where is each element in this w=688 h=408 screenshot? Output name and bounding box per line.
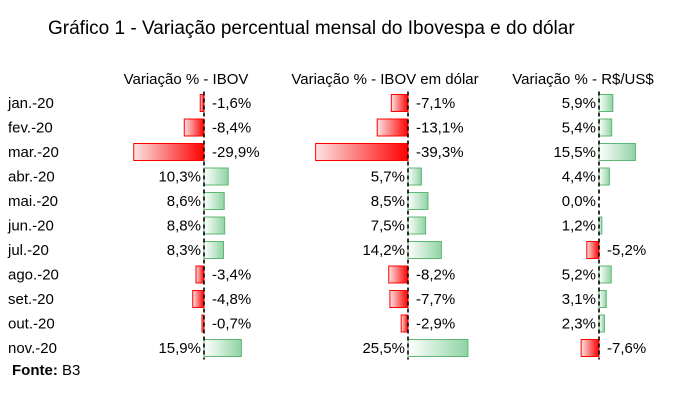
category-label: fev.-20	[8, 120, 53, 137]
data-label: -5,2%	[607, 242, 646, 259]
data-label: -8,4%	[212, 120, 251, 137]
data-label: -39,3%	[416, 144, 464, 161]
category-label: nov.-20	[8, 340, 57, 357]
bar	[407, 192, 429, 210]
data-label: 0,0%	[562, 193, 596, 210]
bar	[203, 216, 226, 235]
bar	[598, 167, 610, 186]
bar	[407, 167, 422, 186]
category-label: ago.-20	[8, 267, 59, 284]
data-label: 5,7%	[371, 169, 405, 186]
source-note: Fonte: B3	[12, 362, 81, 379]
data-label: -7,6%	[607, 340, 646, 357]
data-label: 25,5%	[362, 340, 405, 357]
data-label: 8,6%	[167, 193, 201, 210]
category-label: out.-20	[8, 316, 55, 333]
bar	[195, 265, 205, 284]
category-label: jan.-20	[7, 95, 54, 112]
bar	[388, 265, 409, 284]
bar	[133, 143, 205, 161]
bar	[389, 290, 409, 308]
data-label: 2,3%	[562, 316, 596, 333]
data-label: -2,9%	[416, 316, 455, 333]
data-label: 10,3%	[158, 169, 201, 186]
series-panel: 5,9% 5,4% 15,5% 4,4% 0,0% 1,2% -5,2% 5,2% 3,1% 2,…	[553, 91, 646, 360]
bar	[192, 290, 205, 308]
data-label: 15,9%	[158, 340, 201, 357]
data-label: -3,4%	[212, 267, 251, 284]
data-label: -1,6%	[212, 95, 251, 112]
bar	[598, 118, 613, 137]
bar	[598, 94, 614, 112]
bar	[376, 118, 409, 137]
series-panel: -1,6% -8,4% -29,9% 10,3% 8,6% 8,8% 8,3% -3,4% -4…	[133, 91, 260, 360]
bar	[390, 94, 409, 112]
data-label: -7,1%	[416, 95, 455, 112]
data-label: 8,3%	[167, 242, 201, 259]
bar	[598, 290, 607, 308]
bar	[598, 143, 636, 161]
data-label: 8,8%	[167, 218, 201, 235]
bar	[580, 339, 600, 357]
category-label: set.-20	[8, 291, 54, 308]
bar	[203, 192, 225, 210]
bar	[183, 118, 205, 137]
data-label: 7,5%	[371, 218, 405, 235]
series-header: Variação % - IBOV	[124, 71, 249, 88]
data-label: -8,2%	[416, 267, 455, 284]
bar	[203, 339, 242, 357]
chart-title: Gráfico 1 - Variação percentual mensal d…	[48, 18, 575, 39]
bar	[203, 167, 229, 186]
data-label: 5,2%	[562, 267, 596, 284]
bar	[203, 241, 225, 259]
bar	[407, 339, 469, 357]
category-label: jul.-20	[7, 242, 49, 259]
data-label: 1,2%	[562, 218, 596, 235]
bar	[407, 216, 427, 235]
data-label: -0,7%	[212, 316, 251, 333]
bar	[199, 94, 205, 112]
data-label: 4,4%	[562, 169, 596, 186]
category-label: abr.-20	[8, 169, 55, 186]
series-panel: -7,1% -13,1% -39,3% 5,7% 8,5% 7,5% 14,2% -8,2% -…	[315, 91, 469, 360]
data-label: 15,5%	[553, 144, 596, 161]
data-label: -13,1%	[416, 120, 464, 137]
bar	[586, 241, 600, 259]
data-label: 5,4%	[562, 120, 596, 137]
data-label: -4,8%	[212, 291, 251, 308]
data-label: 5,9%	[562, 95, 596, 112]
data-label: -7,7%	[416, 291, 455, 308]
category-label: jun.-20	[7, 218, 54, 235]
series-header: Variação % - R$/US$	[512, 71, 654, 88]
data-label: -29,9%	[212, 144, 260, 161]
data-label: 14,2%	[362, 242, 405, 259]
series-header: Variação % - IBOV em dólar	[291, 71, 478, 88]
category-label: mai.-20	[8, 193, 58, 210]
bar	[598, 314, 605, 333]
category-label: mar.-20	[8, 144, 59, 161]
data-label: 3,1%	[562, 291, 596, 308]
bar	[598, 265, 612, 284]
data-label: 8,5%	[371, 193, 405, 210]
bar	[407, 241, 442, 259]
bar	[400, 314, 409, 333]
bar	[315, 143, 409, 161]
